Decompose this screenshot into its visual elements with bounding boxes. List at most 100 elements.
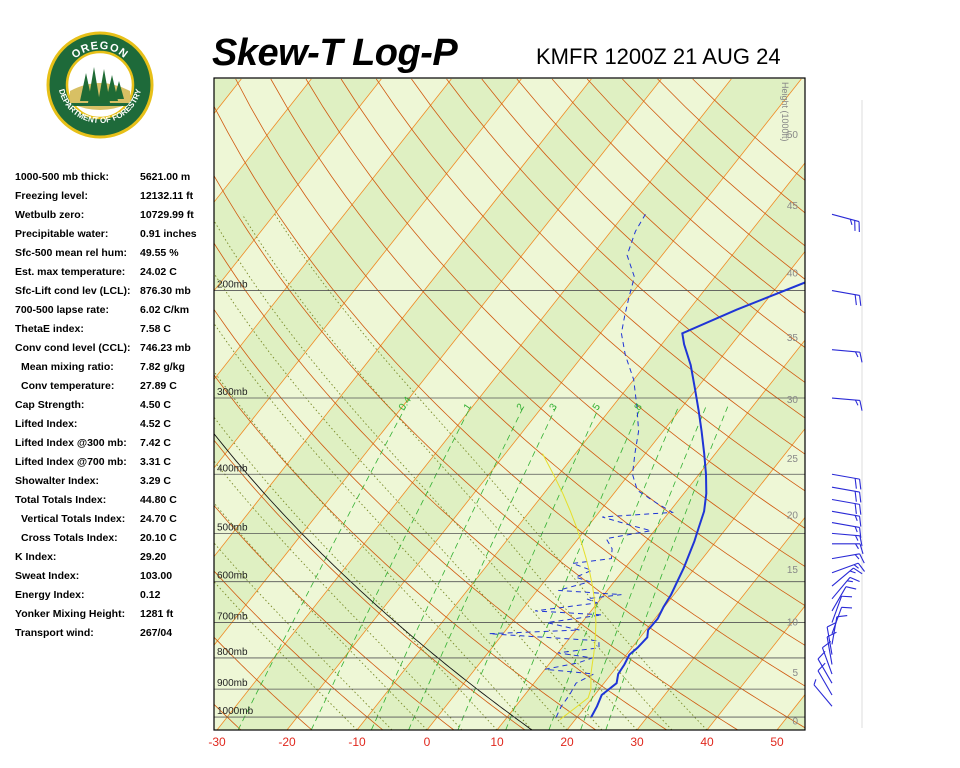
stat-row: Lifted Index: 4.52 C: [15, 415, 215, 434]
plot-frame: [213, 77, 806, 731]
isotherm-band: [217, 78, 802, 730]
wind-barb: [831, 510, 862, 527]
dry-adiabat-line: [340, 78, 805, 529]
wind-barb-flag: [859, 352, 863, 363]
wind-barb-flag: [859, 295, 862, 306]
wind-barb-staff: [831, 213, 860, 223]
stat-value: 12132.11 ft: [140, 190, 194, 202]
stat-row: Conv temperature: 27.89 C: [15, 377, 215, 396]
stat-value: 3.29 C: [140, 475, 171, 487]
wind-barb-flag: [854, 503, 857, 515]
isotherm-line: [847, 79, 960, 730]
stat-value: 746.23 mb: [140, 342, 191, 354]
stat-label: Showalter Index:: [15, 475, 100, 487]
dry-adiabat-line: [214, 308, 668, 730]
isotherm-band: [0, 79, 101, 730]
stat-label: Cross Totals Index:: [21, 532, 118, 544]
plot-area: [0, 78, 960, 730]
wind-barb-flag: [847, 580, 853, 583]
dry-adiabat-line: [446, 78, 805, 419]
wind-barb-flag: [859, 516, 862, 527]
height-tick-label: 45: [787, 201, 799, 212]
wind-barb-staff: [831, 553, 860, 560]
wind-barb-staff: [831, 586, 847, 612]
isobar-label: 200mb: [217, 280, 248, 291]
wind-barb-staff: [831, 473, 860, 480]
wind-barb-staff: [831, 522, 860, 528]
wind-barb: [831, 290, 862, 306]
dry-adiabat-line: [214, 242, 739, 730]
wind-barb-flag: [849, 219, 853, 226]
mixing-ratio-line: [457, 406, 600, 730]
mixing-ratio-label: 5: [591, 401, 603, 412]
stat-label: Energy Index:: [15, 589, 85, 601]
stat-row: Cap Strength: 4.50 C: [15, 396, 215, 415]
wind-barb-staff: [831, 498, 860, 505]
stat-value: 4.52 C: [140, 418, 171, 430]
wind-barb-staff: [817, 658, 833, 684]
wind-barb-flag: [857, 562, 865, 572]
stat-value: 49.55 %: [140, 247, 179, 259]
x-tick-label: -20: [278, 735, 296, 749]
x-tick-label: 0: [424, 735, 431, 749]
height-tick-label: 40: [787, 269, 799, 280]
stat-value: 6.02 C/km: [140, 304, 190, 316]
isobar-label: 500mb: [217, 522, 248, 533]
dry-adiabat-line: [214, 374, 597, 730]
stat-row: Est. max temperature: 24.02 C: [15, 263, 215, 282]
x-tick-label: 10: [490, 735, 504, 749]
wind-barb: [831, 615, 848, 645]
wind-barb-staff: [831, 607, 843, 634]
stat-value: 24.02 C: [140, 266, 177, 278]
stat-value: 4.50 C: [140, 399, 171, 411]
wind-barb-staff: [826, 636, 833, 665]
stat-value: 876.30 mb: [140, 285, 191, 297]
stat-value: 24.70 C: [140, 513, 177, 525]
stat-row: Precipitable water: 0.91 inches: [15, 225, 215, 244]
wind-barb: [831, 498, 862, 515]
stat-value: 0.91 inches: [140, 228, 197, 240]
stat-value: 20.10 C: [140, 532, 177, 544]
dry-adiabat-line: [411, 78, 805, 455]
stat-label: 700-500 lapse rate:: [15, 304, 109, 316]
wind-barb-flag: [859, 543, 864, 554]
dry-adiabat-line: [270, 78, 805, 607]
isobar-label: 300mb: [217, 387, 248, 398]
wind-barb-flag: [841, 595, 853, 598]
mixing-ratio-label: 1: [462, 401, 474, 412]
stat-label: Sfc-500 mean rel hum:: [15, 247, 128, 259]
x-tick-label: 50: [770, 735, 784, 749]
stat-row: Lifted Index @700 mb: 3.31 C: [15, 453, 215, 472]
wind-barb-staff: [831, 349, 860, 353]
mixing-ratio-label: 8: [633, 401, 645, 412]
parcel-trace: [542, 453, 597, 721]
wind-barb-flag: [853, 564, 859, 569]
wind-barb-staff: [826, 626, 833, 655]
wind-barb-column: [813, 100, 865, 728]
stat-row: K Index: 29.20: [15, 548, 215, 567]
isotherm-line: [216, 78, 732, 730]
height-tick-label: 10: [787, 617, 799, 628]
wind-barb-flag: [859, 491, 862, 503]
stat-row: Cross Totals Index: 20.10 C: [15, 529, 215, 548]
dry-adiabat-line: [305, 78, 805, 568]
stat-value: 7.58 C: [140, 323, 171, 335]
mixing-ratio-line: [237, 406, 407, 730]
wind-barb-staff: [817, 670, 833, 696]
wind-barb-flag: [859, 504, 862, 515]
height-tick-label: 50: [787, 130, 799, 141]
isotherm-line: [0, 79, 171, 730]
wind-barb-staff: [813, 684, 833, 707]
isotherm-line: [214, 78, 662, 646]
stat-row: 700-500 lapse rate: 6.02 C/km: [15, 301, 215, 320]
wind-barb-flag: [853, 567, 863, 575]
wind-barb: [817, 662, 833, 696]
wind-barb-flag: [854, 554, 860, 560]
dry-adiabat-line: [214, 703, 242, 730]
wind-barb-flag: [845, 586, 857, 590]
wind-barb: [831, 397, 863, 411]
isobar-label: 400mb: [217, 463, 248, 474]
mixing-ratio-line: [580, 406, 707, 730]
x-tick-label: 30: [630, 735, 644, 749]
x-tick-label: 40: [700, 735, 714, 749]
